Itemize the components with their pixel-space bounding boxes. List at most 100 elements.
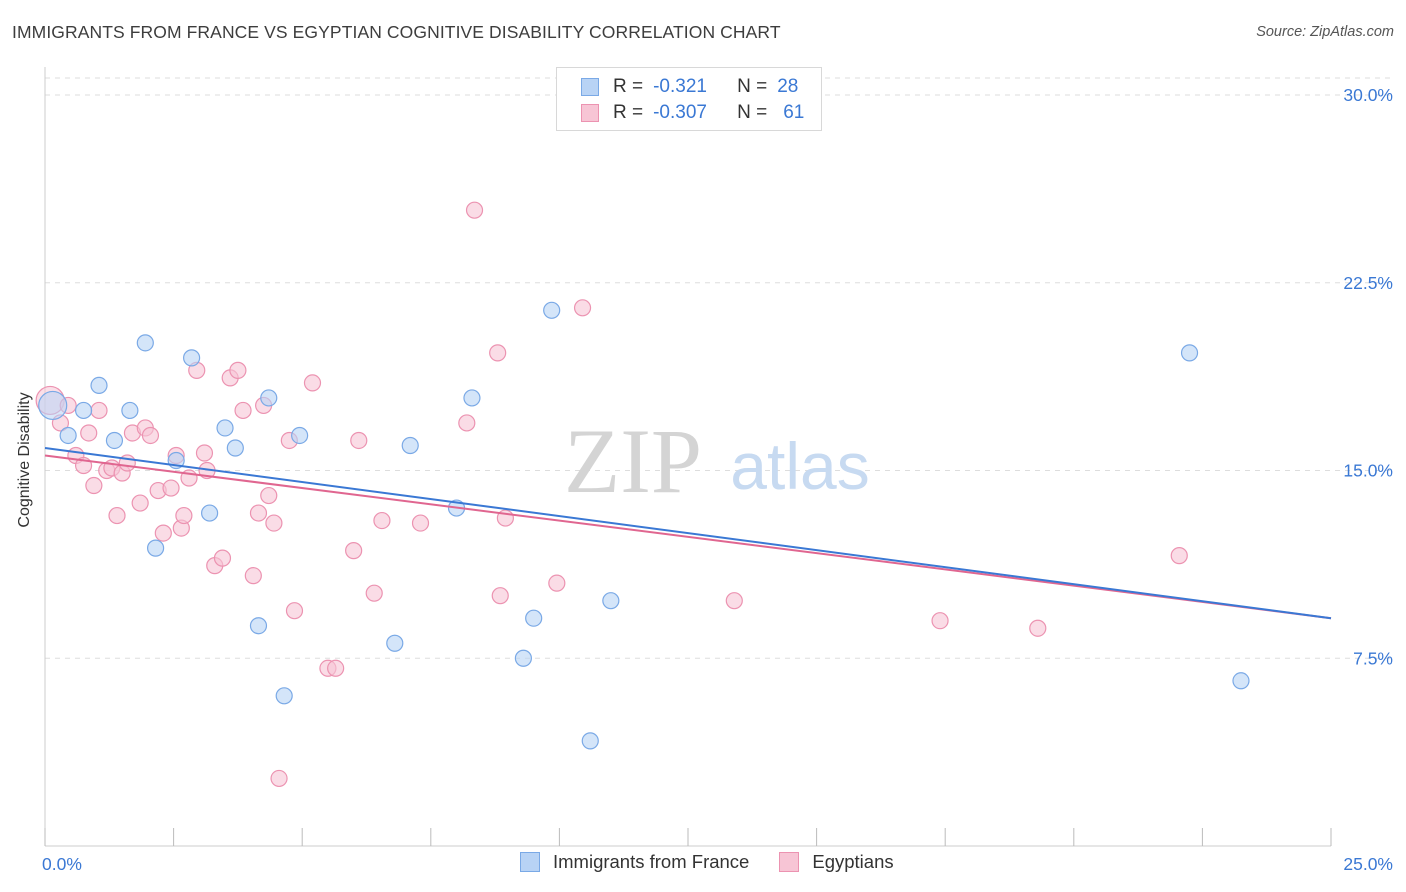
watermark-atlas: atlas bbox=[730, 429, 869, 503]
egyptians-legend-label: Egyptians bbox=[812, 851, 894, 872]
y-tick-label: 15.0% bbox=[1343, 461, 1393, 481]
y-tick-labels: 7.5% 15.0% 22.5% 30.0% bbox=[1343, 85, 1393, 668]
data-point bbox=[38, 390, 68, 421]
data-point bbox=[275, 687, 293, 705]
x-tick-label-min: 0.0% bbox=[42, 854, 82, 874]
data-point bbox=[260, 389, 278, 407]
data-point bbox=[90, 401, 108, 420]
data-point bbox=[226, 439, 244, 457]
trend-lines bbox=[44, 446, 1332, 620]
data-point bbox=[131, 494, 149, 512]
data-point bbox=[1170, 547, 1188, 565]
n-label: N = bbox=[737, 76, 768, 97]
data-point bbox=[548, 574, 566, 592]
data-point bbox=[602, 592, 620, 610]
data-point bbox=[195, 444, 214, 462]
data-point bbox=[327, 659, 345, 677]
data-point bbox=[303, 374, 322, 392]
legend-row-egyptians: R = -0.307 N = 61 bbox=[581, 101, 804, 125]
data-point bbox=[491, 587, 509, 605]
data-point bbox=[265, 514, 283, 532]
data-point bbox=[260, 486, 278, 505]
data-point bbox=[581, 732, 599, 750]
n-label: N = bbox=[737, 102, 768, 123]
data-point bbox=[465, 201, 484, 219]
data-point bbox=[458, 414, 476, 432]
legend-item-france[interactable]: Immigrants from France bbox=[520, 851, 749, 873]
data-point bbox=[74, 401, 93, 420]
france-points bbox=[38, 301, 1250, 750]
legend-item-egyptians[interactable]: Egyptians bbox=[779, 851, 894, 873]
source-label: Source: ZipAtlas.com bbox=[1256, 24, 1394, 40]
y-tick-label: 7.5% bbox=[1353, 648, 1393, 668]
data-point bbox=[234, 401, 252, 420]
france-swatch bbox=[581, 78, 599, 96]
data-point bbox=[525, 609, 543, 627]
data-point bbox=[514, 649, 532, 667]
data-point bbox=[121, 401, 139, 420]
data-point bbox=[175, 506, 193, 525]
data-point bbox=[1180, 344, 1199, 362]
france-legend-swatch bbox=[520, 852, 540, 872]
watermark: ZIP atlas bbox=[564, 410, 870, 512]
r-value: -0.307 bbox=[653, 102, 707, 123]
data-point bbox=[80, 424, 98, 442]
france-legend-label: Immigrants from France bbox=[553, 851, 750, 872]
data-point bbox=[931, 612, 949, 630]
data-point bbox=[201, 504, 219, 522]
y-tick-label: 30.0% bbox=[1343, 85, 1393, 105]
data-point bbox=[229, 361, 247, 379]
n-value: 28 bbox=[777, 76, 799, 97]
x-tick-label-max: 25.0% bbox=[1343, 854, 1393, 874]
data-point bbox=[401, 436, 419, 455]
watermark-zip: ZIP bbox=[564, 410, 702, 512]
data-point bbox=[285, 602, 304, 620]
r-label: R = bbox=[613, 76, 644, 97]
legend-row-france: R = -0.321 N = 28 bbox=[581, 75, 798, 99]
data-point bbox=[573, 299, 592, 317]
data-point bbox=[59, 426, 77, 445]
data-point bbox=[270, 769, 288, 788]
data-point bbox=[365, 584, 383, 602]
data-point bbox=[463, 389, 481, 407]
correlation-legend: R = -0.321 N = 28 R = -0.307 N = 61 bbox=[556, 67, 822, 131]
data-point bbox=[345, 542, 363, 560]
data-point bbox=[162, 479, 180, 497]
x-tick-labels: 0.0% 25.0% bbox=[42, 854, 1393, 874]
data-point bbox=[291, 426, 309, 445]
data-point bbox=[141, 426, 160, 445]
y-tick-label: 22.5% bbox=[1343, 273, 1393, 293]
data-point bbox=[411, 514, 430, 532]
y-axis-label: Cognitive Disability bbox=[16, 392, 33, 528]
data-point bbox=[1029, 619, 1047, 637]
data-point bbox=[249, 617, 268, 635]
data-point bbox=[725, 592, 743, 610]
data-point bbox=[108, 506, 126, 525]
data-point bbox=[146, 539, 165, 557]
data-point bbox=[105, 431, 124, 450]
data-point bbox=[1232, 672, 1250, 690]
data-point bbox=[350, 431, 368, 450]
data-point bbox=[216, 419, 234, 437]
data-point bbox=[386, 634, 404, 652]
series-legend: Immigrants from France Egyptians bbox=[520, 851, 924, 873]
data-point bbox=[85, 476, 103, 495]
france-trend-line bbox=[44, 446, 1332, 620]
data-point bbox=[249, 504, 268, 522]
data-point bbox=[183, 349, 201, 367]
n-value: 61 bbox=[783, 102, 805, 123]
data-point bbox=[90, 376, 108, 395]
chart-title: IMMIGRANTS FROM FRANCE VS EGYPTIAN COGNI… bbox=[12, 22, 781, 42]
data-point bbox=[136, 334, 154, 352]
r-value: -0.321 bbox=[653, 76, 707, 97]
r-label: R = bbox=[613, 102, 644, 123]
egyptians-legend-swatch bbox=[779, 852, 800, 872]
data-point bbox=[543, 301, 561, 319]
egyptians-trend-line bbox=[44, 454, 1332, 620]
data-point bbox=[213, 549, 232, 567]
data-point bbox=[244, 567, 262, 585]
egyptians-swatch bbox=[581, 104, 599, 122]
data-point bbox=[489, 344, 507, 362]
data-point bbox=[154, 524, 172, 542]
